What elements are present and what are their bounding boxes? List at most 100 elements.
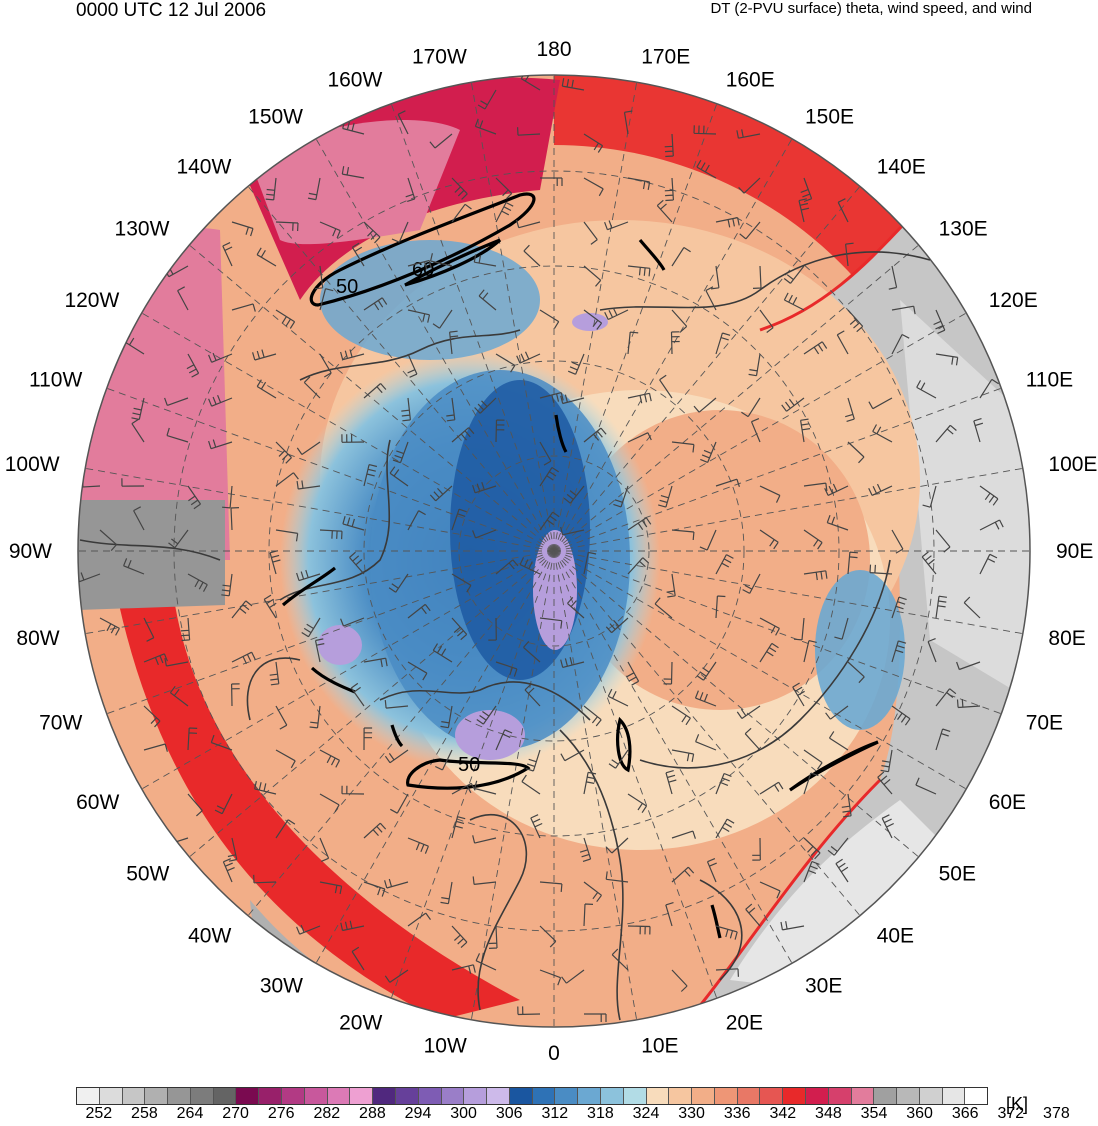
wind-barb bbox=[759, 617, 780, 636]
colorbar-tick-label: 300 bbox=[450, 1105, 477, 1122]
wind-barb bbox=[671, 866, 695, 883]
wind-barb bbox=[803, 640, 817, 663]
wind-barb bbox=[429, 133, 453, 149]
longitude-label: 0 bbox=[548, 1042, 560, 1065]
wind-barb bbox=[656, 199, 673, 223]
wind-barb bbox=[472, 876, 497, 885]
colorbar-tick-label: 264 bbox=[176, 1105, 204, 1122]
wind-barb bbox=[340, 617, 365, 627]
graticule bbox=[78, 75, 1030, 1027]
wind-barb bbox=[560, 394, 585, 405]
wind-barb bbox=[407, 353, 418, 378]
longitude-label: 20E bbox=[726, 1012, 763, 1035]
wind-barb bbox=[401, 397, 411, 422]
wind-barb bbox=[517, 1006, 541, 1016]
wind-barb bbox=[540, 177, 563, 186]
wind-barb bbox=[627, 517, 652, 531]
wind-barb bbox=[748, 353, 761, 377]
colorbar-tick-label: 366 bbox=[951, 1105, 979, 1122]
wind-barb bbox=[256, 247, 277, 267]
longitude-label: 100E bbox=[1048, 453, 1097, 476]
wind-barb bbox=[143, 617, 155, 642]
wind-barb bbox=[583, 265, 602, 287]
wind-barb bbox=[834, 617, 849, 640]
colorbar-swatch bbox=[373, 1088, 396, 1104]
jet-contour-norway bbox=[616, 716, 632, 773]
wind-barb bbox=[539, 511, 560, 531]
wind-barb bbox=[187, 485, 201, 510]
wind-barb bbox=[583, 705, 602, 727]
longitude-label: 120W bbox=[64, 289, 119, 312]
wind-barb bbox=[567, 353, 585, 375]
wind-barb bbox=[307, 177, 321, 201]
longitude-label: 170W bbox=[412, 46, 467, 69]
wind-barb bbox=[519, 557, 541, 575]
wind-barb bbox=[744, 727, 761, 751]
latitude-circle bbox=[173, 170, 935, 932]
colorbar-tick-label: 282 bbox=[313, 1105, 341, 1122]
longitude-label: 40W bbox=[188, 925, 231, 948]
wind-barb bbox=[363, 822, 387, 839]
contour-label-50-pacific: 50 bbox=[336, 276, 358, 298]
wind-barb bbox=[275, 819, 296, 839]
wind-barb bbox=[451, 427, 475, 443]
meridian-line bbox=[553, 312, 967, 552]
wind-barb bbox=[349, 551, 365, 575]
colorbar-swatch bbox=[646, 1088, 670, 1104]
wind-barb bbox=[935, 728, 951, 751]
wind-barb bbox=[143, 705, 161, 728]
wind-barb bbox=[275, 441, 292, 464]
wind-barb bbox=[407, 912, 431, 927]
wind-barb bbox=[738, 177, 761, 194]
wind-barb bbox=[539, 309, 560, 329]
wind-barb bbox=[488, 617, 497, 641]
longitude-label: 90W bbox=[9, 540, 52, 563]
wind-barb bbox=[693, 125, 717, 135]
wind-barb bbox=[472, 529, 497, 539]
colorbar-swatch bbox=[350, 1088, 374, 1104]
wind-barb bbox=[231, 600, 253, 619]
wind-barb bbox=[693, 397, 717, 413]
meridian-line bbox=[390, 550, 555, 999]
wind-barb bbox=[430, 253, 453, 267]
wind-barb bbox=[516, 219, 541, 229]
wind-barb bbox=[530, 814, 543, 839]
wind-barb bbox=[847, 441, 865, 464]
jet-contour-pacific bbox=[309, 192, 536, 307]
wind-barb bbox=[143, 743, 168, 752]
wind-barb bbox=[440, 705, 453, 729]
contour-label-50-atlantic: 50 bbox=[458, 754, 480, 776]
longitude-label: 120E bbox=[989, 289, 1038, 312]
wind-barb bbox=[710, 265, 720, 290]
wind-barb bbox=[715, 217, 740, 228]
meridian-line bbox=[106, 550, 555, 715]
wind-barb bbox=[654, 597, 673, 619]
wind-barb bbox=[488, 925, 498, 949]
wind-barb bbox=[451, 617, 468, 641]
meridian-line bbox=[553, 550, 861, 916]
product-title: DT (2-PVU surface) theta, wind speed, an… bbox=[710, 0, 1032, 17]
wind-barb bbox=[363, 881, 386, 897]
wind-barb bbox=[792, 682, 805, 707]
colorbar-swatch bbox=[304, 1088, 328, 1104]
longitude-label: 10W bbox=[424, 1034, 467, 1057]
colorbar-swatch bbox=[168, 1088, 191, 1104]
wind-barb bbox=[539, 392, 564, 403]
wind-barb bbox=[824, 483, 849, 496]
wind-barb bbox=[451, 508, 467, 531]
wind-barbs bbox=[78, 75, 1004, 1022]
wind-barb bbox=[828, 731, 849, 751]
wind-barb bbox=[390, 793, 409, 814]
wind-barb bbox=[933, 309, 946, 334]
wind-barb bbox=[891, 640, 907, 663]
wind-barb bbox=[351, 242, 365, 267]
wind-barb bbox=[803, 772, 819, 795]
wind-barb bbox=[847, 551, 858, 575]
colorbar-swatch bbox=[783, 1088, 806, 1104]
wind-barb bbox=[627, 925, 651, 935]
wind-barb bbox=[363, 657, 388, 668]
wind-barb bbox=[803, 529, 823, 550]
colorbar-tick-label: 348 bbox=[815, 1105, 842, 1122]
meridian-line bbox=[85, 550, 555, 635]
wind-barb bbox=[521, 774, 541, 795]
